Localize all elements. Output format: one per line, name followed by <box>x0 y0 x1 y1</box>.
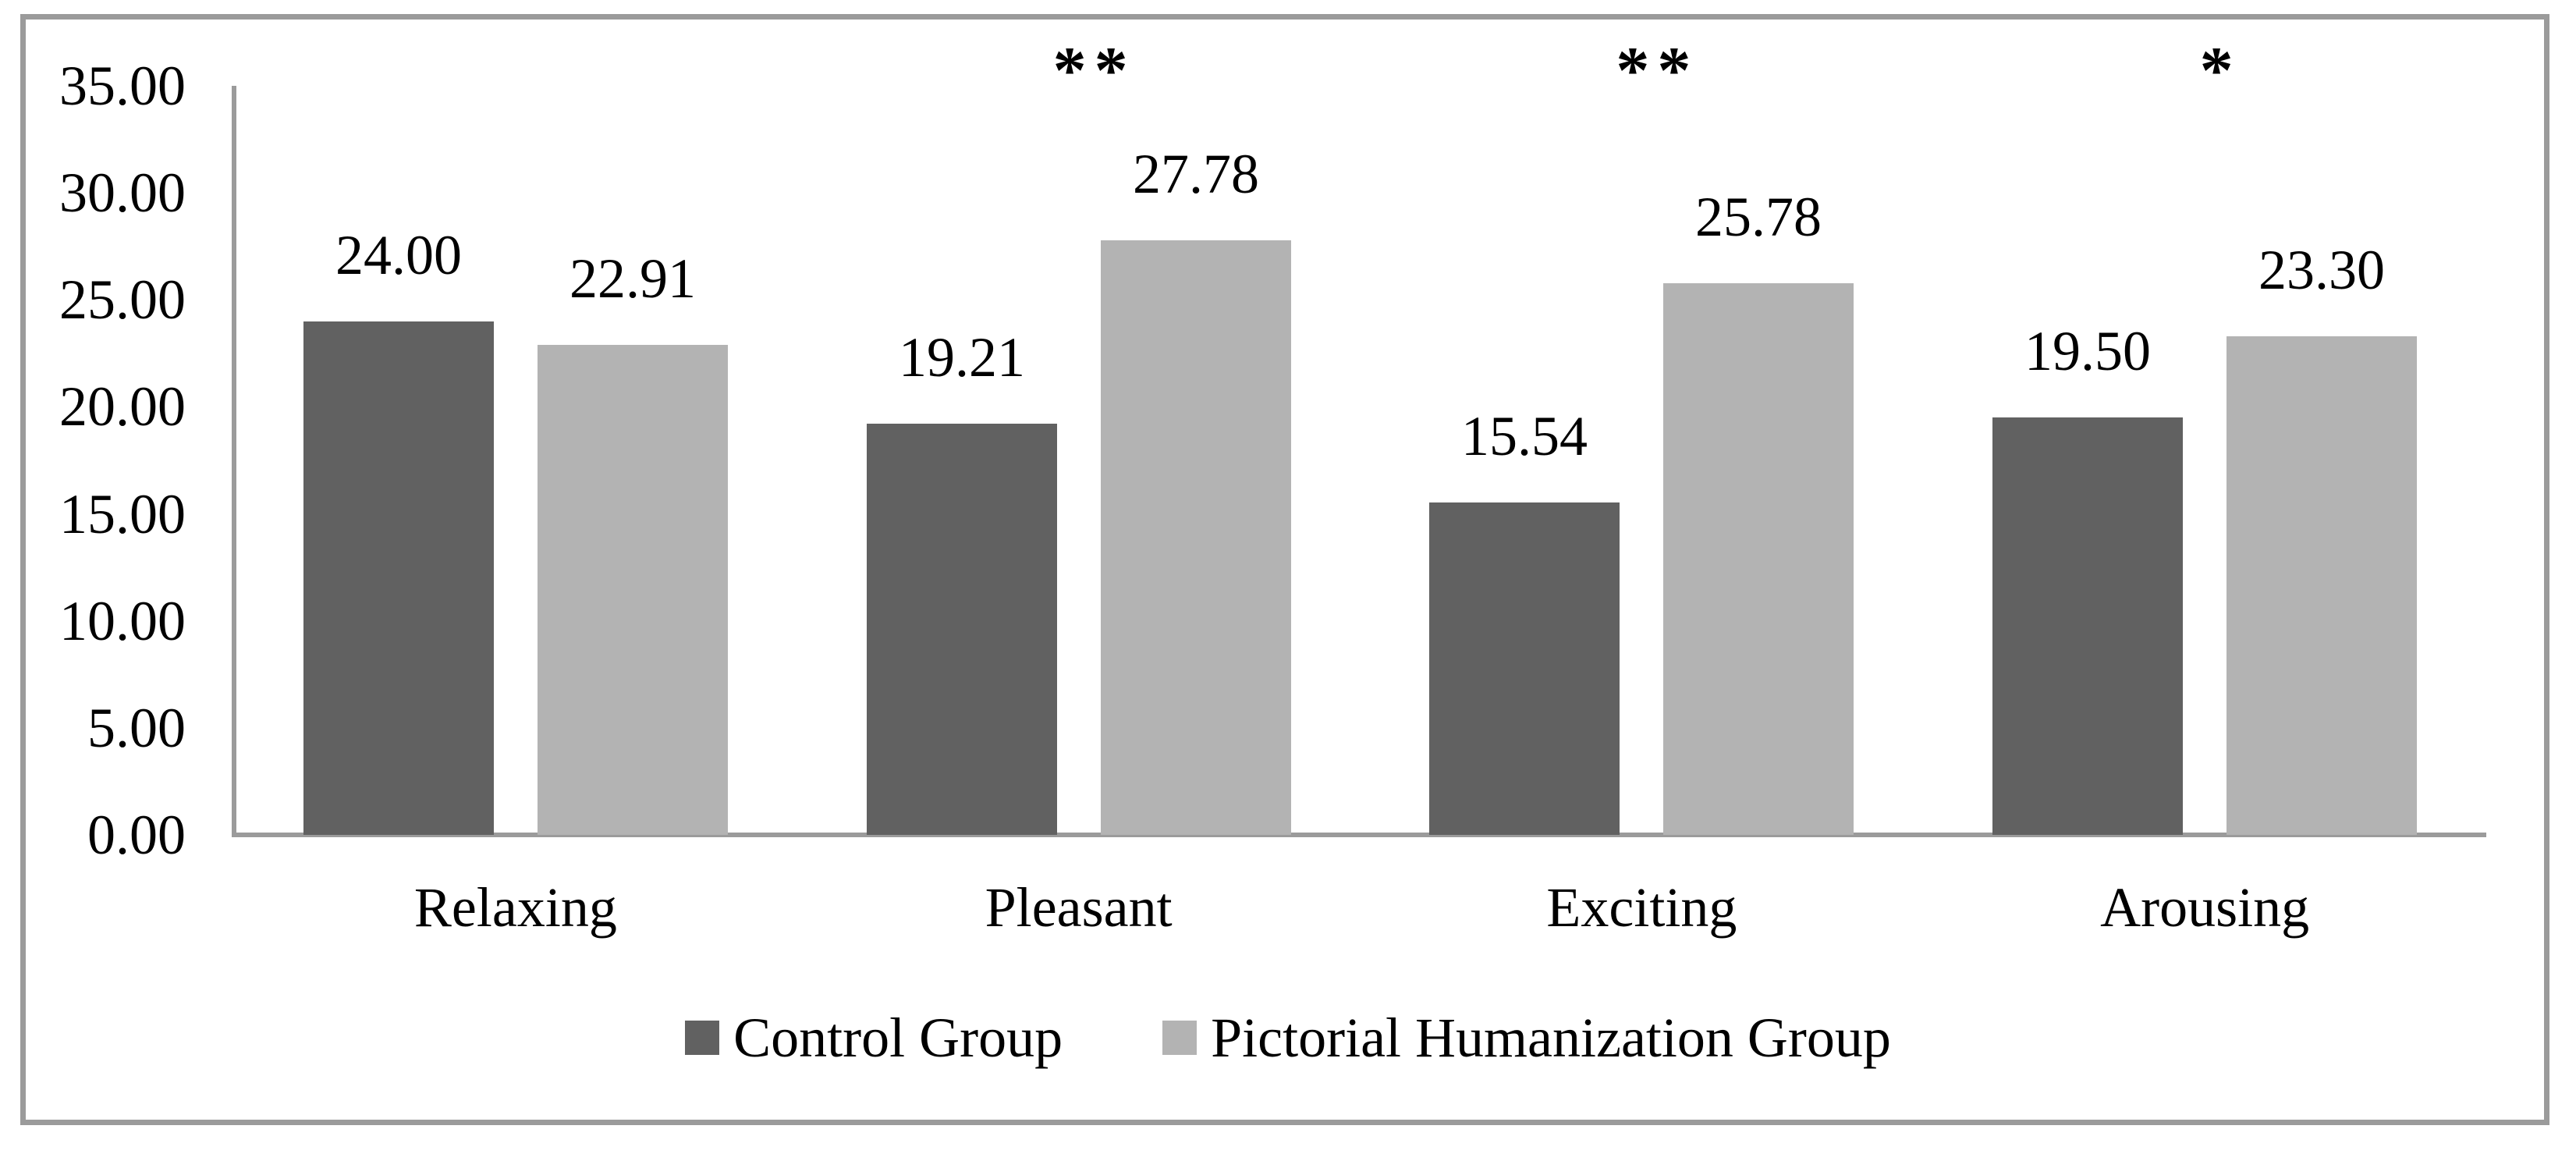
category-label-arousing: Arousing <box>2100 876 2310 939</box>
legend-item-control-group: Control Group <box>685 1003 1063 1073</box>
legend-swatch <box>685 1021 720 1055</box>
bar-pictorial-humanization-group <box>2227 336 2417 835</box>
y-axis-line <box>232 86 236 835</box>
legend-label: Control Group <box>733 1007 1063 1069</box>
y-tick-label: 30.00 <box>59 162 186 225</box>
bar-control-group <box>867 424 1057 835</box>
chart-frame-border <box>20 14 2549 1125</box>
significance-marker: ** <box>1616 33 1699 108</box>
category-label-relaxing: Relaxing <box>413 876 617 939</box>
bar-pictorial-humanization-group <box>538 345 728 835</box>
legend-swatch <box>1162 1021 1198 1055</box>
bar-pictorial-humanization-group <box>1663 283 1854 835</box>
value-label: 25.78 <box>1695 186 1822 248</box>
legend: Control Group Pictorial Humanization Grou… <box>0 1003 2576 1073</box>
bar-control-group <box>1992 417 2183 835</box>
y-tick-label: 10.00 <box>59 589 186 652</box>
value-label: 24.00 <box>335 224 462 286</box>
value-label: 23.30 <box>2258 239 2385 301</box>
x-axis-line <box>232 833 2486 837</box>
value-label: 19.50 <box>2024 320 2151 382</box>
category-label-exciting: Exciting <box>1546 876 1737 939</box>
y-tick-label: 20.00 <box>59 375 186 439</box>
value-label: 27.78 <box>1133 143 1259 205</box>
bar-pictorial-humanization-group <box>1101 240 1291 835</box>
significance-marker: * <box>2199 33 2241 108</box>
y-tick-label: 5.00 <box>87 696 186 759</box>
value-label: 15.54 <box>1461 405 1588 467</box>
legend-label: Pictorial Humanization Group <box>1211 1007 1891 1069</box>
bar-control-group <box>303 321 494 835</box>
y-tick-label: 35.00 <box>59 55 186 117</box>
y-tick-label: 15.00 <box>59 482 186 545</box>
value-label: 22.91 <box>569 247 696 310</box>
legend-item-pictorial-humanization-group: Pictorial Humanization Group <box>1162 1003 1891 1073</box>
bar-control-group <box>1429 502 1620 835</box>
category-label-pleasant: Pleasant <box>985 876 1173 939</box>
significance-marker: ** <box>1052 33 1136 108</box>
y-tick-label: 0.00 <box>87 804 186 866</box>
value-label: 19.21 <box>899 326 1025 389</box>
y-tick-label: 25.00 <box>59 268 186 332</box>
